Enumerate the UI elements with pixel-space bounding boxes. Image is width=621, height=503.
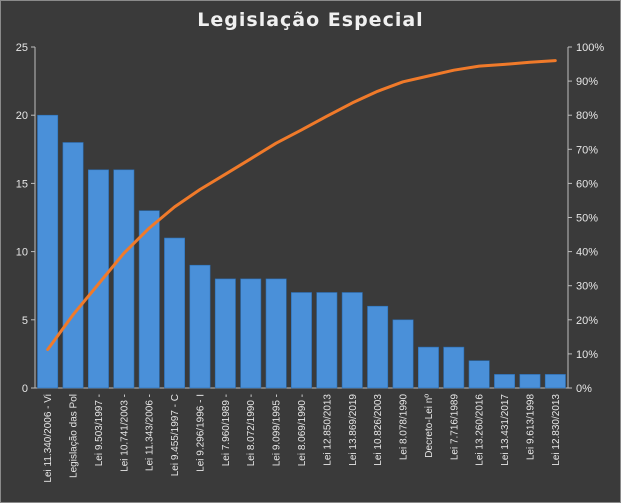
y2-tick-label: 50% xyxy=(576,213,598,225)
bar-8 xyxy=(214,278,236,389)
y2-tick-label: 90% xyxy=(576,76,598,88)
y2-tick-label: 70% xyxy=(576,144,598,156)
x-tick-label: Lei 12.830/2013 xyxy=(551,394,562,466)
y2-tick-label: 60% xyxy=(576,178,598,190)
y2-tick-label: 30% xyxy=(576,281,598,293)
x-tick-label: Lei 7.960/1989 - xyxy=(221,394,232,466)
x-tick-label: Lei 8.069/1990 - xyxy=(297,394,308,466)
bar-21 xyxy=(544,374,566,389)
x-tick-label: Lei 9.503/1997 - xyxy=(94,394,105,466)
y2-tick-label: 10% xyxy=(576,349,598,361)
x-tick-label: Lei 7.716/1989 xyxy=(449,394,460,461)
x-tick-label: Lei 8.078/1990 xyxy=(399,394,410,461)
bar-4 xyxy=(113,169,135,389)
x-tick-label: Lei 10.826/2003 xyxy=(373,394,384,466)
cumulative-line xyxy=(46,59,557,351)
x-tick-label: Lei 9.099/1995 - xyxy=(272,394,283,466)
x-tick-label: Lei 8.072/1990 - xyxy=(246,394,257,466)
y2-tick-label: 100% xyxy=(576,42,604,54)
bar-6 xyxy=(164,237,185,389)
bar-20 xyxy=(519,374,541,389)
bar-9 xyxy=(240,278,262,389)
bar-15 xyxy=(392,319,414,389)
bar-14 xyxy=(367,305,389,389)
chart-title: Legislação Especial xyxy=(197,9,424,31)
x-tick-label: Lei 9.296/1996 - I xyxy=(196,394,207,472)
bar-3 xyxy=(88,169,109,389)
x-tick-label: Lei 12.850/2013 xyxy=(322,394,333,466)
x-tick-label: Lei 13.431/2017 xyxy=(500,394,511,466)
y-tick-label: 0 xyxy=(22,383,28,395)
bar-13 xyxy=(341,292,363,389)
y-tick-label: 15 xyxy=(16,178,28,190)
y2-tick-label: 80% xyxy=(576,110,598,122)
x-tick-label: Lei 13.869/2019 xyxy=(348,394,359,466)
y2-tick-label: 40% xyxy=(576,247,598,259)
bar-5 xyxy=(138,210,160,389)
bar-16 xyxy=(417,346,439,389)
y-tick-label: 5 xyxy=(22,315,28,327)
bar-10 xyxy=(265,278,287,389)
y2-tick-label: 20% xyxy=(576,315,598,327)
x-tick-label: Lei 9.455/1997 - C xyxy=(170,394,181,476)
y-tick-label: 25 xyxy=(16,42,28,54)
x-tick-label: Lei 13.260/2016 xyxy=(475,394,486,466)
y-tick-label: 20 xyxy=(16,110,28,122)
bar-19 xyxy=(494,374,515,389)
y-tick-label: 10 xyxy=(16,247,28,259)
y2-tick-label: 0% xyxy=(576,383,592,395)
bar-2 xyxy=(62,142,84,389)
x-tick-label: Lei 9.613/1998 xyxy=(525,394,536,461)
x-tick-label: Legislação das Pol xyxy=(69,394,80,478)
bar-17 xyxy=(443,346,465,389)
x-tick-label: Lei 11.340/2006 - Vi xyxy=(43,394,54,483)
x-tick-label: Decreto-Lei nº xyxy=(424,394,435,458)
bar-11 xyxy=(290,292,312,389)
x-tick-label: Lei 11.343/2006 - xyxy=(145,394,156,471)
bar-18 xyxy=(468,360,490,389)
bar-7 xyxy=(189,264,211,389)
x-tick-label: Lei 10.741/2003 - xyxy=(119,394,130,472)
bar-12 xyxy=(316,292,338,389)
bar-1 xyxy=(37,114,59,389)
